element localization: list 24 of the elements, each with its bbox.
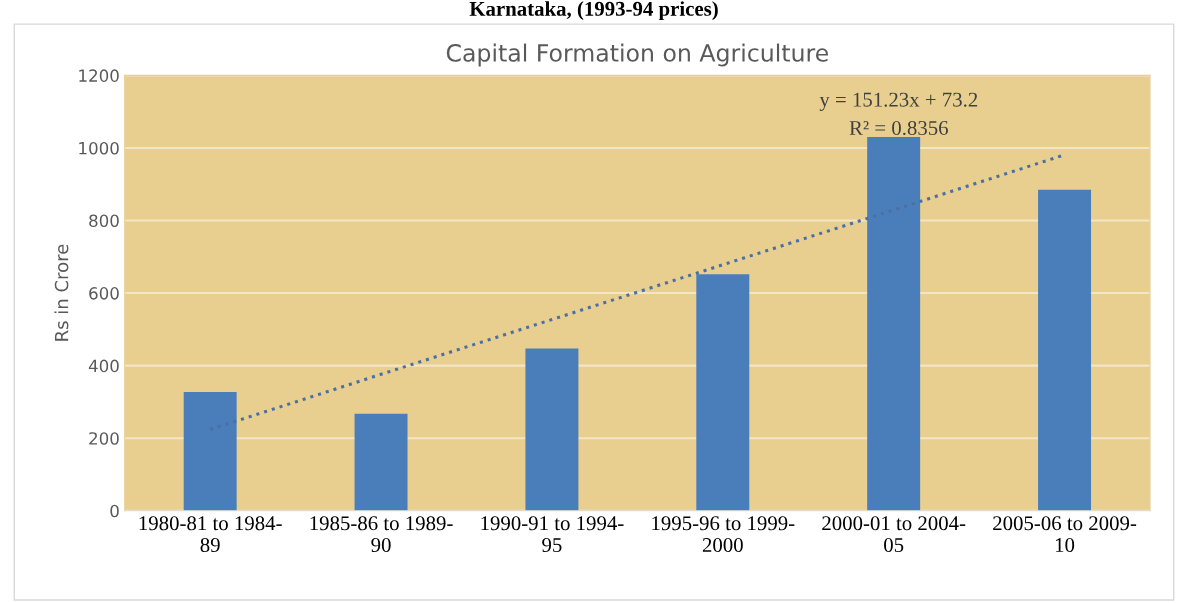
- y-tick-label: 800: [89, 214, 119, 228]
- x-tick-label: 1990-91 to 1994-95: [481, 516, 624, 553]
- y-tick-label: 200: [89, 432, 119, 445]
- x-tick-label: 1980-81 to 1984-89: [139, 516, 282, 553]
- bar: [525, 348, 579, 511]
- y-tick-label: 1200: [79, 69, 119, 82]
- x-tick-label: 2000-01 to 2004-05: [822, 516, 966, 553]
- y-tick-label: 400: [88, 359, 119, 373]
- annotation: R² = 0.8356: [849, 120, 948, 136]
- y-tick-label: 1000: [79, 141, 119, 155]
- bar: [354, 413, 408, 511]
- y-tick-label: 0: [110, 504, 119, 518]
- bar: [183, 392, 237, 511]
- bar: [1038, 189, 1092, 511]
- x-tick-label: 1985-86 to 1989-90: [310, 516, 453, 553]
- x-tick-label: 2005-06 to 2009-10: [993, 516, 1137, 553]
- x-tick-label: 1995-96 to 1999-2000: [652, 516, 795, 553]
- chart-title: Capital Formation on Agriculture: [446, 43, 828, 67]
- y-tick-label: 600: [89, 287, 119, 300]
- annotation: y = 151.23x + 73.2: [819, 92, 978, 111]
- bar: [696, 274, 750, 511]
- bar: [867, 137, 921, 511]
- text: Karnataka, (1993-94 prices): [469, 1, 718, 21]
- y-axis-title: Rs in Crore: [54, 244, 69, 341]
